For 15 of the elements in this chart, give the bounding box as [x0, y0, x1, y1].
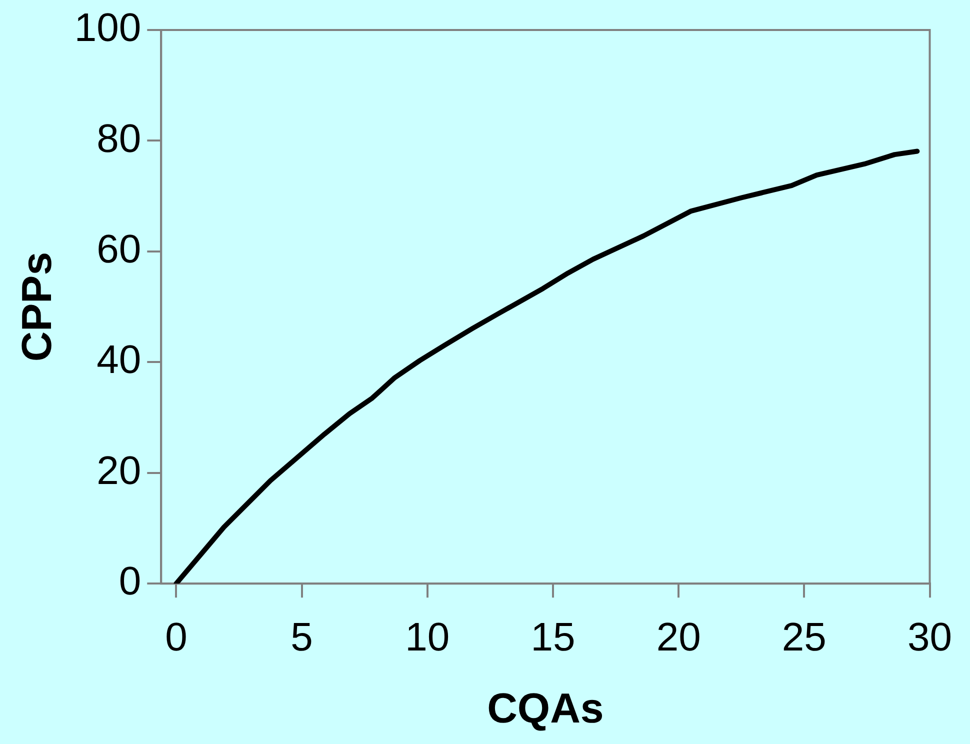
x-axis-title: CQAs [487, 684, 604, 732]
x-tick-label: 30 [908, 616, 952, 660]
x-tick-label: 10 [405, 616, 450, 660]
y-tick-label: 60 [96, 227, 142, 272]
x-tick-label: 0 [165, 616, 188, 660]
y-tick-label: 0 [118, 560, 142, 604]
x-tick-label: 5 [290, 616, 313, 660]
x-tick-label: 25 [782, 616, 826, 660]
y-tick-label: 20 [96, 448, 142, 493]
x-tick-label: 20 [656, 616, 701, 660]
y-tick-label: 100 [74, 6, 142, 50]
y-axis-title: CPPs [12, 252, 60, 362]
y-tick-label: 80 [96, 116, 142, 161]
x-tick-label: 15 [530, 616, 576, 660]
y-tick-label: 40 [96, 338, 142, 382]
